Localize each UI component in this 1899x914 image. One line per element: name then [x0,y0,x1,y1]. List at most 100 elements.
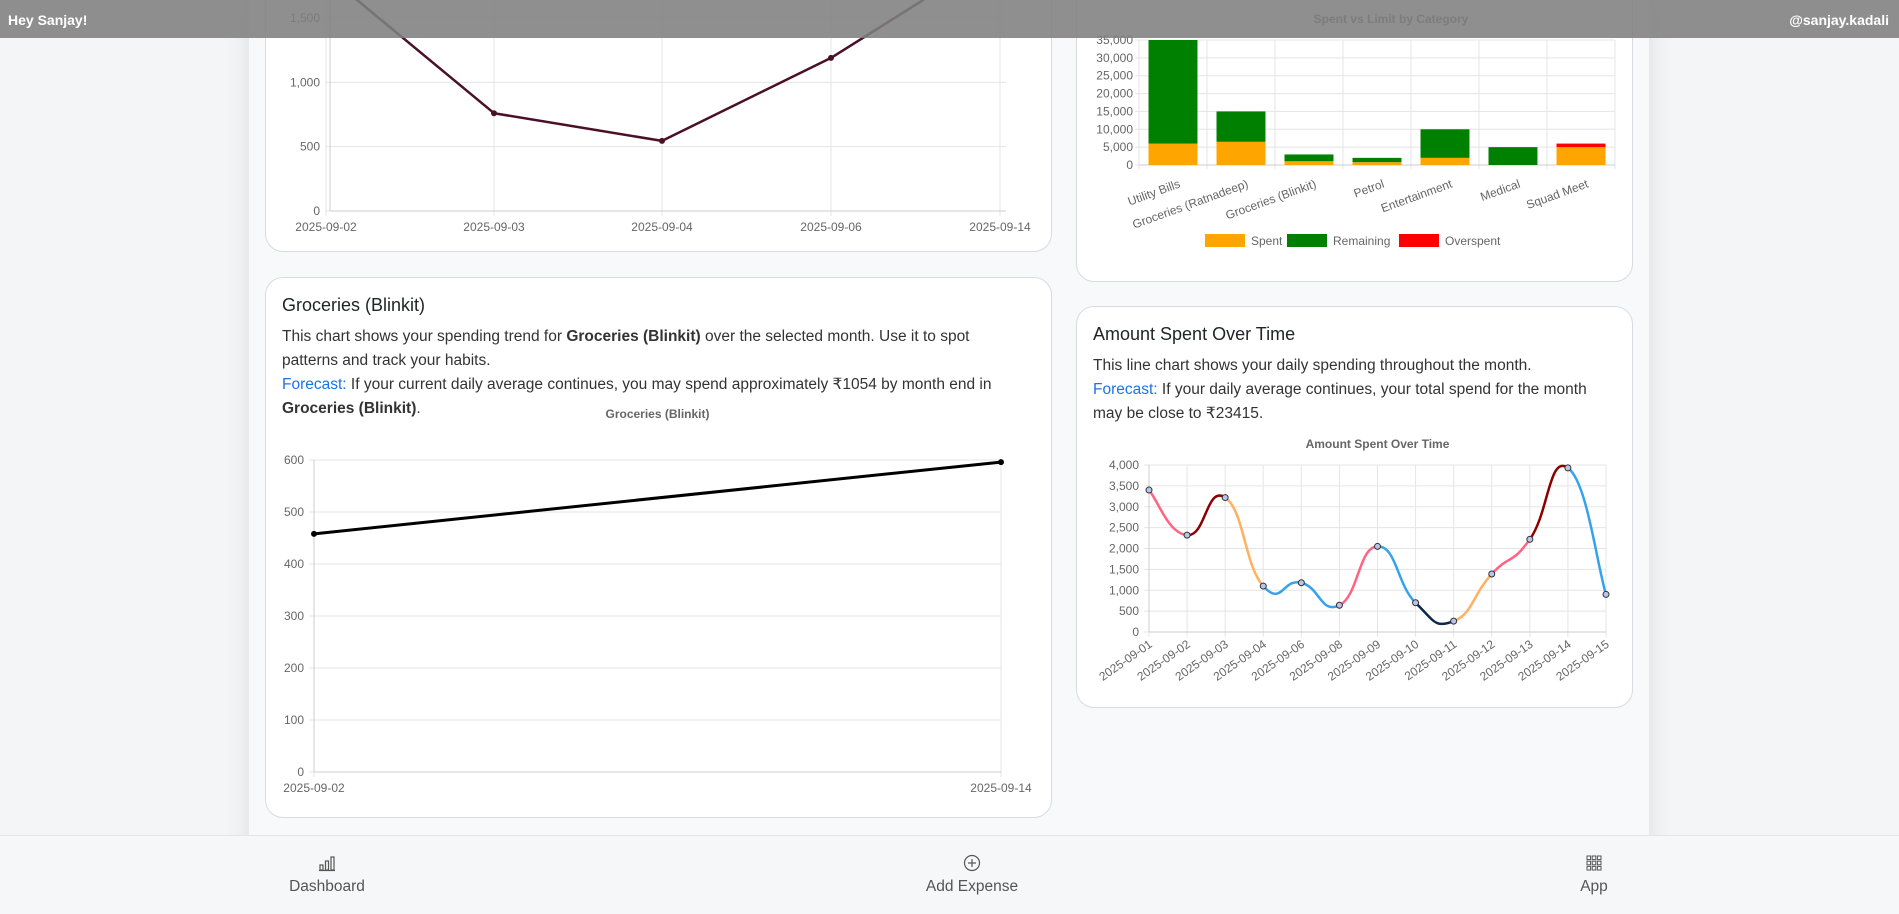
data-point [659,137,665,144]
data-point [1488,570,1496,578]
y-tick-label: 15,000 [1096,104,1133,118]
data-point [828,54,834,61]
forecast-label: Forecast: [282,376,347,393]
data-point [1526,535,1534,543]
card-title: Groceries (Blinkit) [282,295,426,315]
series-line-segment [1224,496,1265,587]
bar-overspent [1556,143,1606,148]
amount-over-time-chart: 05001,0001,5002,0002,5003,0003,5004,0002… [1096,437,1612,684]
data-point [1564,464,1572,472]
spent-vs-limit-chart: Spent vs Limit by Category05,00010,00015… [1096,12,1616,248]
forecast-text: If your daily average continues, your to… [1093,381,1587,422]
series-line-segment [1148,489,1188,537]
x-tick-label: 2025-09-02 [295,220,357,234]
bar-remaining [1352,157,1402,163]
y-tick-label: 200 [284,661,304,675]
top-bar: Hey Sanjay! @sanjay.kadali [0,0,1899,38]
grid-cell [1596,865,1602,871]
x-tick-label: 2025-09-06 [800,220,862,234]
legend-label: Overspent [1445,234,1501,248]
nav-add-expense[interactable]: Add Expense [892,854,1052,896]
data-point [1335,601,1343,609]
y-tick-label: 20,000 [1096,87,1133,101]
bar-spent [1352,162,1402,165]
y-tick-label: 10,000 [1096,122,1133,136]
grid-cell [1591,855,1597,861]
forecast-category: Groceries (Blinkit) [282,400,417,417]
bar-remaining [1284,154,1334,162]
card-description: This line chart shows your daily spendin… [1093,354,1613,426]
data-point [1183,531,1191,539]
nav-label: Dashboard [289,878,365,895]
series-line-segment [1186,494,1226,537]
y-tick-label: 1,500 [1109,562,1139,576]
y-tick-label: 0 [313,204,320,218]
legend-label: Remaining [1333,234,1390,248]
card-groceries-blinkit: Groceries (Blinkit) This chart shows you… [265,277,1052,818]
y-tick-label: 100 [284,713,304,727]
y-tick-label: 1,000 [290,75,320,89]
nav-dashboard[interactable]: Dashboard [247,854,407,896]
nav-app[interactable]: App [1514,854,1674,896]
x-tick-label: Medical [1478,177,1522,204]
y-tick-label: 500 [300,140,320,154]
bar-remaining [1148,40,1198,144]
plus-circle-icon [892,854,1052,876]
y-tick-label: 3,500 [1109,479,1139,493]
series-line-segment [1490,538,1531,575]
x-tick-label: Squad Meet [1524,176,1590,212]
y-tick-label: 2,500 [1109,521,1139,535]
data-point [1221,494,1229,502]
bar-remaining [1488,147,1538,165]
series-line-segment [1300,581,1340,609]
grid-cell [1596,860,1602,866]
data-point [1259,582,1267,590]
series-line-segment [1338,545,1378,607]
y-tick-label: 25,000 [1096,69,1133,83]
data-point [491,110,497,117]
data-point [1412,599,1420,607]
desc-category: Groceries (Blinkit) [566,328,701,345]
bar-remaining [1420,129,1470,158]
desc-text-2: over the selected month. Use it to spot … [282,328,970,369]
forecast-label: Forecast: [1093,381,1158,398]
bar-spent [1420,157,1470,165]
desc-text: This line chart shows your daily spendin… [1093,357,1532,374]
grid-icon [1514,854,1674,876]
forecast-end: . [416,400,421,417]
legend-swatch [1205,234,1245,247]
chart-title: Groceries (Blinkit) [605,407,709,421]
y-tick-label: 0 [1132,625,1139,639]
x-tick-label: Entertainment [1379,176,1455,215]
page-container: 0 500 1,000 1,500 2025-09-02 2025-09-03 2025-0… [249,0,1649,913]
grid-cell [1586,860,1592,866]
username[interactable]: @sanjay.kadali [1789,12,1889,28]
x-tick-label: 2025-09-04 [631,220,693,234]
x-tick-label: 2025-09-14 [969,220,1031,234]
card-spent-vs-limit: Spent vs Limit by Category05,00010,00015… [1076,0,1633,282]
x-tick-label: Groceries (Ratnadeep) [1131,177,1250,232]
desc-text: This chart shows your spending trend for [282,328,567,345]
y-tick-label: 400 [284,557,304,571]
card-description: This chart shows your spending trend for… [282,325,1022,421]
legend-swatch [1287,234,1327,247]
x-tick-label: 2025-09-02 [283,781,345,795]
x-tick-label: 2025-09-14 [970,781,1032,795]
grid-cell [1591,860,1597,866]
bar-chart-icon [247,854,407,876]
grid-cell [1586,855,1592,861]
grid-cell [1591,865,1597,871]
x-tick-label: Petrol [1352,177,1386,201]
data-point [1145,486,1153,494]
y-tick-label: 1,000 [1109,583,1139,597]
series-line-segment [1567,466,1608,595]
data-point [998,459,1004,466]
y-tick-label: 4,000 [1109,458,1139,472]
data-point [1602,590,1610,598]
y-tick-label: 3,000 [1109,500,1139,514]
data-point [1374,542,1381,550]
y-tick-label: 500 [1119,604,1139,618]
bar-spent [1148,143,1198,165]
card-title: Amount Spent Over Time [1093,324,1296,344]
bar-spent [1284,161,1334,165]
